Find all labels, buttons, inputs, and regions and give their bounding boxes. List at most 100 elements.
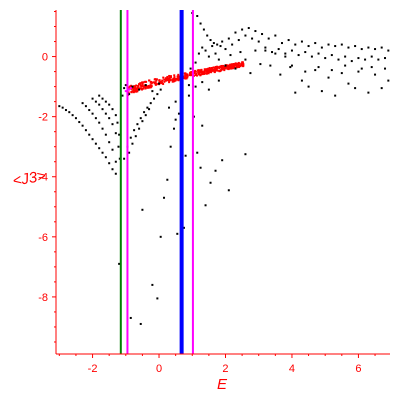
data-point — [257, 40, 260, 43]
data-point — [367, 46, 370, 49]
data-point — [327, 76, 330, 79]
data-point — [187, 94, 190, 97]
data-point — [221, 159, 224, 162]
red-data-point — [146, 85, 149, 88]
data-point — [108, 103, 111, 106]
data-point — [108, 162, 111, 165]
data-point — [121, 94, 124, 97]
red-data-point — [161, 81, 164, 84]
red-data-point — [168, 74, 171, 77]
data-point — [116, 121, 119, 124]
data-point — [111, 148, 114, 151]
red-data-point — [190, 74, 193, 77]
red-data-point — [205, 68, 208, 71]
data-point — [387, 79, 390, 82]
red-data-point — [192, 72, 195, 75]
data-point — [184, 154, 187, 157]
data-point — [367, 91, 370, 94]
data-point — [221, 40, 224, 43]
data-point — [370, 55, 373, 58]
red-data-point — [198, 73, 201, 76]
data-point — [128, 151, 131, 154]
red-data-point — [242, 65, 245, 68]
red-data-point — [235, 66, 238, 69]
data-point — [344, 64, 347, 67]
data-point — [84, 129, 87, 132]
data-point — [128, 88, 131, 91]
red-data-point — [209, 70, 212, 73]
data-point — [176, 232, 179, 235]
data-point — [377, 58, 380, 61]
red-data-point — [136, 89, 139, 92]
data-point — [111, 108, 114, 111]
data-point — [334, 45, 337, 48]
red-data-point — [231, 67, 234, 70]
red-data-point — [184, 76, 187, 79]
data-point — [227, 37, 230, 40]
data-point — [251, 37, 254, 40]
data-point — [241, 28, 244, 31]
red-data-point — [168, 76, 171, 79]
y-axis-label: <J3> — [11, 167, 47, 190]
red-data-point — [242, 62, 245, 65]
data-point — [101, 108, 104, 111]
data-point — [139, 322, 142, 325]
red-data-point — [231, 65, 234, 68]
data-point — [387, 49, 390, 52]
data-point — [174, 118, 177, 121]
data-point — [274, 52, 277, 55]
data-point — [129, 136, 132, 139]
vertical-lines — [119, 10, 194, 354]
data-point — [224, 64, 227, 67]
red-data-point — [214, 65, 217, 68]
data-point — [380, 46, 383, 49]
data-point — [364, 58, 367, 61]
data-point — [108, 141, 111, 144]
data-point — [264, 49, 267, 52]
red-data-point — [136, 86, 139, 89]
data-point — [324, 57, 327, 60]
data-point — [279, 73, 282, 76]
red-data-point — [205, 72, 208, 75]
red-data-point — [149, 86, 152, 89]
x-tick-label: -2 — [88, 363, 98, 375]
data-point — [131, 85, 134, 88]
data-point — [111, 123, 114, 126]
data-point — [114, 132, 117, 135]
data-point — [156, 93, 159, 96]
data-point — [74, 117, 77, 120]
data-point — [374, 48, 377, 51]
red-data-point — [232, 63, 235, 66]
red-data-point — [203, 69, 206, 72]
red-data-point — [141, 83, 144, 86]
data-point — [129, 87, 132, 90]
data-point — [114, 172, 117, 175]
red-data-point — [139, 84, 142, 87]
data-point — [247, 27, 250, 30]
y-tick-label: -6 — [38, 232, 48, 244]
data-point — [104, 133, 107, 136]
data-point — [196, 151, 199, 154]
data-point — [216, 43, 219, 46]
data-point — [304, 51, 307, 54]
red-data-point — [226, 65, 229, 68]
red-data-point — [138, 83, 141, 86]
data-point — [231, 43, 234, 46]
red-data-point — [195, 74, 198, 77]
red-data-point — [166, 75, 169, 78]
red-data-point — [145, 80, 148, 83]
data-point — [124, 90, 127, 93]
data-point — [289, 66, 292, 69]
red-data-point — [167, 79, 170, 82]
red-data-point — [167, 77, 170, 80]
data-point — [207, 88, 210, 91]
red-data-point — [152, 81, 155, 84]
data-point — [237, 39, 240, 42]
red-data-point — [177, 78, 180, 81]
data-point — [123, 157, 126, 160]
data-point — [212, 42, 215, 45]
red-data-point — [132, 89, 135, 92]
data-point — [330, 69, 333, 72]
data-point — [269, 64, 272, 67]
data-point — [144, 114, 147, 117]
